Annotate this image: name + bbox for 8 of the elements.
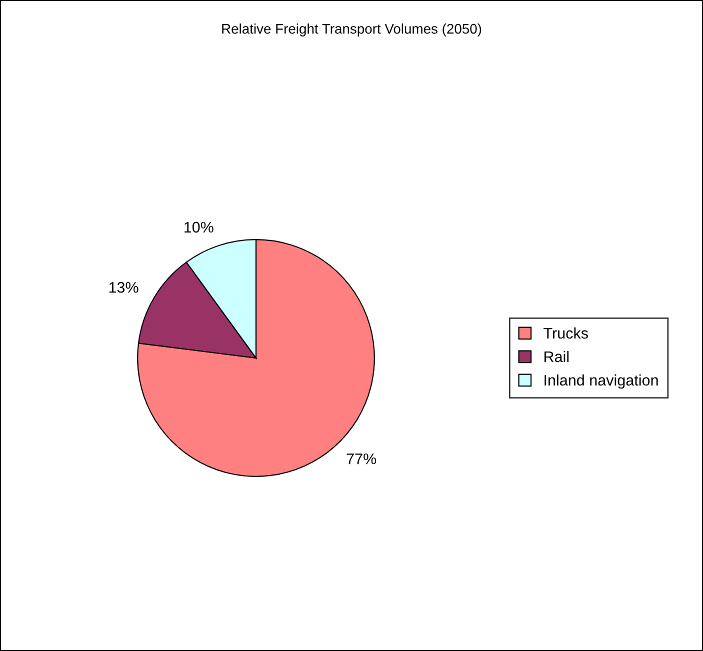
legend-label: Inland navigation: [544, 374, 658, 389]
data-label: 13%: [109, 282, 138, 293]
legend-label: Rail: [544, 350, 569, 362]
data-label: 77%: [346, 453, 376, 464]
data-label: 10%: [184, 222, 214, 233]
legend-label: Trucks: [544, 327, 588, 339]
pie-slice: [137, 239, 375, 477]
chart-title: Relative Freight Transport Volumes (2050): [222, 24, 482, 36]
